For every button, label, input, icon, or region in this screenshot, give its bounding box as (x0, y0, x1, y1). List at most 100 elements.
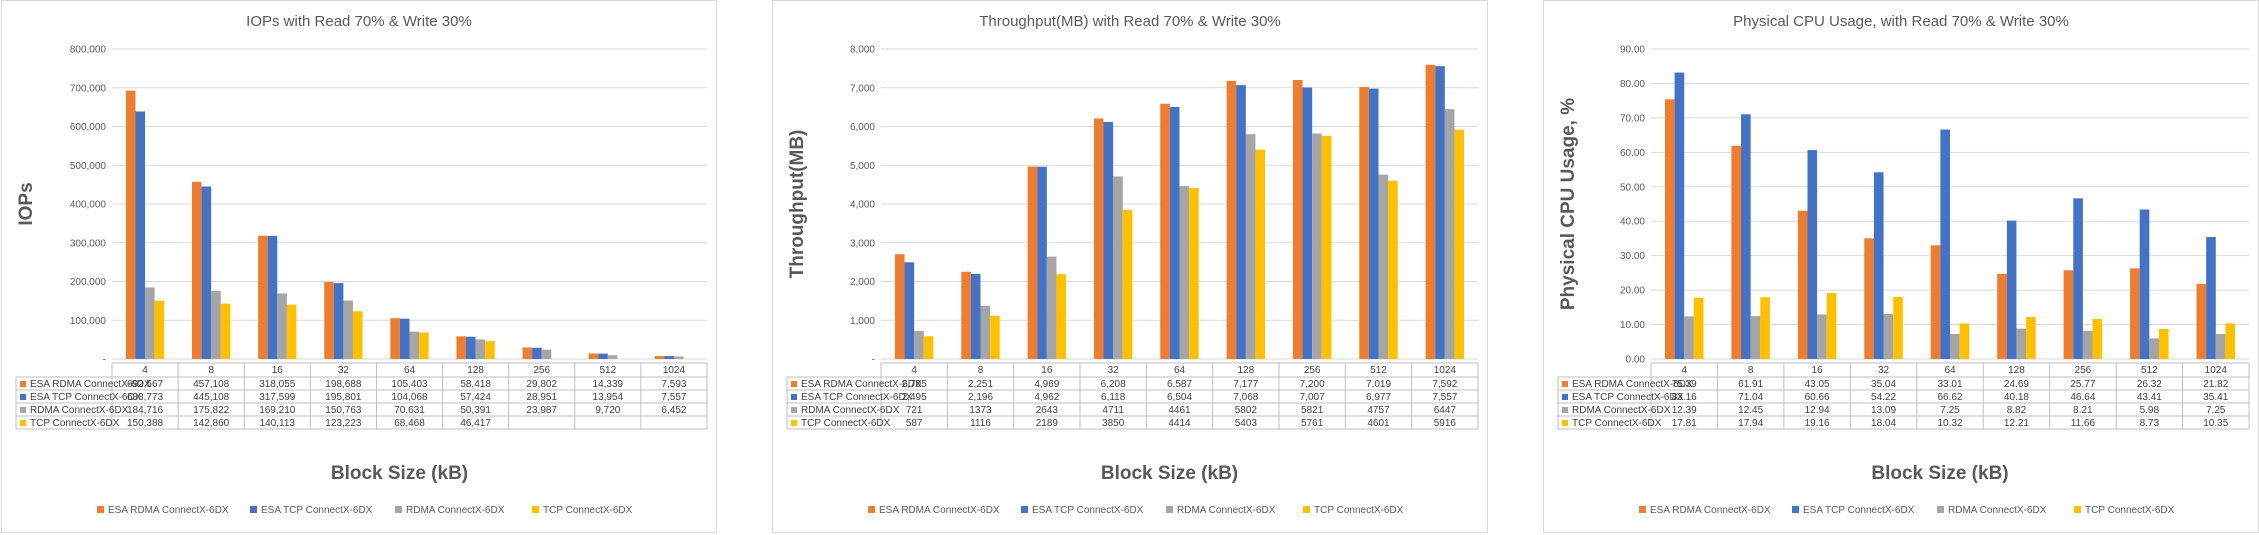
bar (1797, 210, 1808, 359)
table-series-name: RDMA ConnectX-6DX (30, 405, 129, 416)
legend-label: ESA TCP ConnectX-6DX (261, 505, 373, 516)
bar (2206, 237, 2216, 359)
chart-0-svg: IOPs with Read 70% & Write 30% - 100,000 20… (15, 13, 708, 516)
table-series-name: ESA RDMA ConnectX-6DX (801, 379, 922, 390)
data-label: 12.94 (1805, 405, 1830, 416)
legend-key (1937, 506, 1944, 513)
bar (191, 181, 202, 359)
table-series-name: TCP ConnectX-6DX (1572, 418, 1662, 429)
data-label: 14,339 (593, 379, 624, 390)
bar (1378, 174, 1389, 359)
bar (1760, 297, 1770, 359)
bar (1236, 85, 1246, 360)
data-label: 23,987 (526, 405, 557, 416)
data-label: 6447 (1434, 405, 1457, 416)
legend-key (1792, 506, 1799, 513)
y-axis-label: IOPs (16, 182, 37, 225)
data-label: 46.64 (2070, 392, 2095, 403)
bar (267, 235, 278, 359)
data-label: 721 (906, 405, 923, 416)
data-label: 7,593 (661, 379, 686, 390)
legend-key (2074, 506, 2081, 513)
y-tick-label: - (872, 355, 875, 366)
y-tick-label: 50.00 (1620, 182, 1645, 193)
x-tick-label: 256 (533, 365, 550, 376)
data-label: 7,007 (1300, 392, 1325, 403)
bar (2016, 328, 2027, 359)
data-label: 8.82 (2007, 405, 2027, 416)
table-series-name: ESA TCP ConnectX-6DX (30, 392, 142, 403)
legend-label: TCP ConnectX-6DX (1314, 505, 1404, 516)
bar (1245, 134, 1256, 359)
data-label: 692,567 (127, 379, 164, 390)
bar (1359, 87, 1369, 360)
y-tick-label: 1,000 (850, 316, 875, 327)
chart-title: Physical CPU Usage, with Read 70% & Writ… (1733, 13, 2069, 30)
bar (135, 111, 146, 359)
data-label: 1116 (970, 418, 991, 429)
bar (1817, 314, 1827, 359)
bar (1368, 88, 1379, 360)
bar (1160, 103, 1170, 359)
bar (1122, 209, 1133, 359)
bar (914, 331, 924, 359)
x-tick-label: 4 (1681, 365, 1687, 376)
bar (1435, 66, 1445, 359)
x-tick-label: 1024 (2205, 365, 2228, 376)
chart-title: Throughput(MB) with Read 70% & Write 30% (979, 13, 1281, 30)
y-tick-label: 4,000 (850, 200, 875, 211)
bar (1226, 80, 1237, 360)
bar (532, 347, 542, 359)
data-label: 9,720 (595, 405, 620, 416)
legend-key (532, 506, 539, 513)
data-label: 5761 (1301, 418, 1324, 429)
bar (352, 311, 363, 359)
legend-key (1166, 506, 1173, 513)
x-tick-label: 256 (2075, 365, 2092, 376)
bar (961, 271, 971, 359)
data-label: 35.04 (1871, 379, 1896, 390)
data-label: 70,631 (394, 405, 425, 416)
bar (1959, 323, 1970, 359)
data-label: 43.05 (1805, 379, 1830, 390)
bar (2158, 328, 2169, 359)
table-series-name: RDMA ConnectX-6DX (1572, 405, 1671, 416)
bar (1425, 64, 1436, 359)
data-label: 6,118 (1101, 392, 1126, 403)
data-label: 150,388 (127, 418, 164, 429)
data-label: 26.32 (2137, 379, 2162, 390)
data-label: 13,954 (593, 392, 624, 403)
bar (2139, 209, 2150, 359)
data-label: 175,822 (193, 405, 230, 416)
bar (2026, 316, 2036, 359)
bar (277, 293, 287, 359)
data-label: 7,068 (1233, 392, 1258, 403)
data-label: 7.25 (1940, 405, 1960, 416)
bar (2073, 198, 2083, 359)
data-label: 2,705 (902, 379, 927, 390)
bar (894, 254, 905, 359)
bar (2082, 330, 2093, 359)
bar (970, 273, 981, 359)
table-series-name: ESA TCP ConnectX-6DX (801, 392, 913, 403)
data-label: 25.77 (2070, 379, 2095, 390)
bar (588, 353, 599, 359)
chart-2-svg: Physical CPU Usage, with Read 70% & Writ… (1557, 13, 2250, 516)
legend-key (395, 506, 402, 513)
data-label: 17.81 (1672, 418, 1697, 429)
bar (1807, 150, 1818, 359)
y-tick-label: 400,000 (70, 200, 107, 211)
bar (485, 341, 495, 359)
legend-key (97, 506, 104, 513)
data-label: 2189 (1036, 418, 1059, 429)
bar (1312, 133, 1322, 359)
data-label: 5821 (1301, 405, 1324, 416)
bar (1388, 180, 1398, 359)
y-tick-label: 600,000 (70, 122, 107, 133)
data-label: 6,504 (1167, 392, 1192, 403)
table-series-name: RDMA ConnectX-6DX (801, 405, 900, 416)
throughput-chart-panel: Throughput(MB) with Read 70% & Write 30%… (772, 0, 1488, 533)
data-label: 17.94 (1738, 418, 1763, 429)
bar (664, 356, 674, 359)
x-tick-label: 32 (1878, 365, 1890, 376)
